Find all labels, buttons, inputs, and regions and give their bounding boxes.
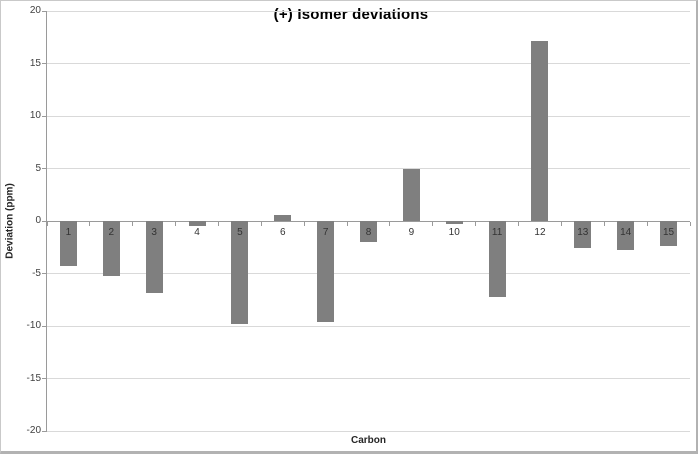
bar — [102, 221, 120, 276]
category-label: 14 — [620, 227, 632, 238]
y-tick-label: -10 — [26, 320, 41, 331]
x-axis-tick-mark — [46, 221, 48, 226]
y-tick-label: 5 — [35, 162, 41, 174]
plot-area: 20 15 10 5 0 -5 -10 -15 -20 1 2 3 4 5 6 7 8 9 10 11 12 13 14 15 — [27, 5, 691, 436]
gridline — [47, 63, 690, 64]
y-tick-label: 0 — [35, 215, 41, 226]
gridline — [47, 273, 690, 274]
x-axis-tick-mark — [389, 221, 391, 226]
x-axis-tick-mark — [560, 221, 562, 226]
gridline — [47, 325, 690, 327]
x-axis-tick-mark — [303, 221, 305, 226]
gridline — [47, 168, 690, 169]
bar — [145, 221, 163, 294]
category-label: 4 — [194, 227, 200, 238]
bar — [274, 214, 292, 221]
gridline — [47, 378, 690, 379]
bar — [488, 221, 506, 297]
category-label: 11 — [491, 227, 503, 238]
x-axis-title: Carbon — [351, 435, 386, 446]
category-label: 15 — [662, 227, 675, 238]
x-axis-tick-mark — [89, 221, 91, 226]
bar — [445, 221, 463, 225]
y-axis-tick-mark — [42, 63, 47, 64]
gridline — [47, 115, 690, 117]
x-axis-tick-mark — [475, 221, 477, 226]
x-axis-tick-mark — [132, 221, 134, 226]
category-label: 13 — [577, 227, 589, 238]
y-tick-label: 15 — [29, 57, 41, 69]
y-axis-tick-mark — [42, 220, 47, 222]
y-axis-tick-mark — [42, 378, 47, 379]
y-tick-label: 10 — [29, 110, 41, 121]
x-axis-tick-mark — [346, 221, 348, 226]
bar — [402, 168, 420, 221]
bar — [59, 221, 77, 267]
x-axis-tick-mark — [646, 221, 648, 226]
category-label: 12 — [534, 227, 546, 238]
y-tick-label: 20 — [29, 5, 41, 16]
chart-title: (+) Isomer deviations — [273, 6, 429, 23]
category-label: 3 — [151, 227, 157, 238]
y-axis-tick-mark — [42, 168, 47, 169]
category-label: 10 — [448, 227, 460, 238]
gridline — [47, 430, 690, 432]
y-axis-tick-mark — [42, 10, 47, 12]
bar — [188, 221, 206, 227]
x-axis-tick-mark — [603, 221, 605, 226]
bar — [231, 221, 249, 324]
category-label: 2 — [108, 227, 115, 238]
x-axis-tick-mark — [432, 221, 434, 226]
bar — [531, 41, 549, 221]
bar — [617, 221, 635, 251]
bar — [574, 221, 592, 249]
x-axis-tick-mark — [217, 221, 219, 226]
y-axis-tick-mark — [42, 273, 47, 274]
category-label: 9 — [408, 227, 415, 238]
category-label: 6 — [279, 227, 286, 238]
y-tick-label: -15 — [26, 372, 41, 384]
y-axis-tick-mark — [42, 115, 47, 117]
category-label: 8 — [365, 227, 372, 238]
bar — [660, 221, 678, 247]
x-axis-tick-mark — [689, 221, 691, 226]
x-axis-tick-mark — [175, 221, 177, 226]
gridline — [47, 10, 690, 12]
x-axis-tick-mark — [260, 221, 262, 226]
y-tick-label: -5 — [32, 267, 41, 279]
category-label: 1 — [65, 227, 72, 238]
category-label: 7 — [322, 227, 329, 238]
y-axis-tick-mark — [42, 325, 47, 327]
x-axis-tick-mark — [518, 221, 520, 226]
y-axis-tick-mark — [42, 430, 47, 432]
y-tick-label: -20 — [26, 425, 41, 436]
bar — [360, 221, 377, 242]
bar — [317, 221, 335, 322]
category-label: 5 — [237, 227, 243, 238]
